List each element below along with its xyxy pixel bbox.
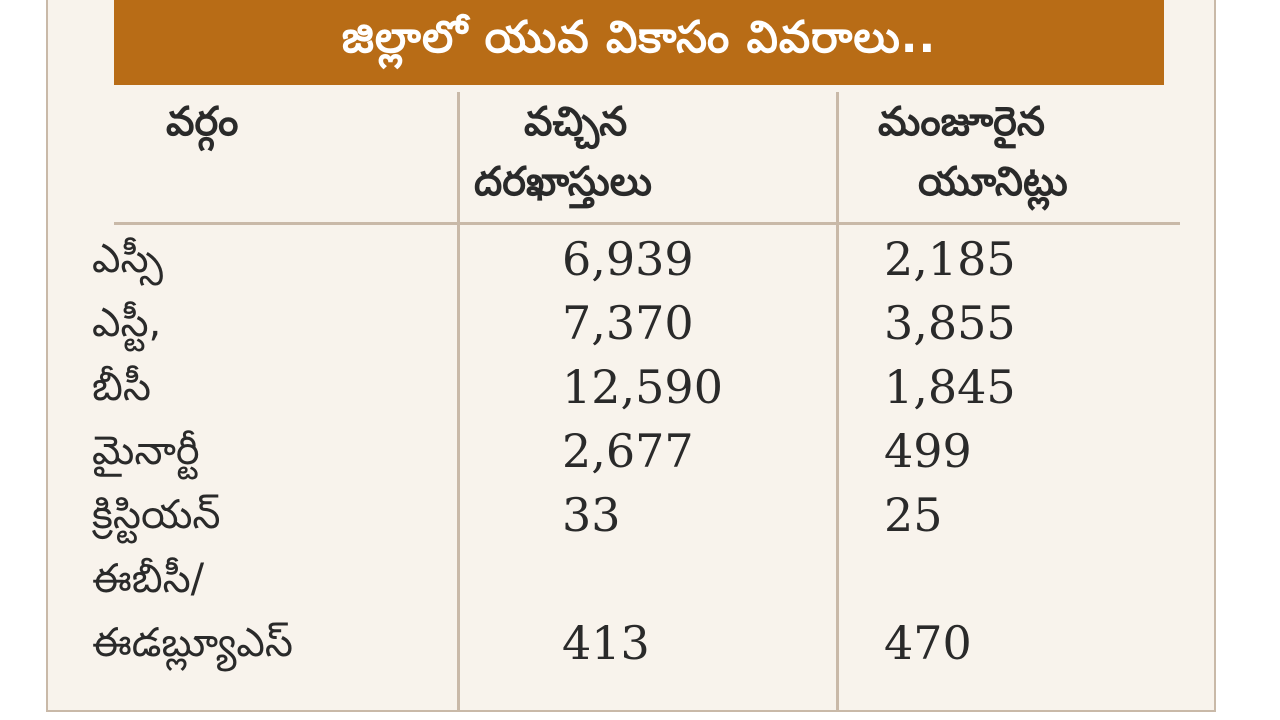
column-divider-2 (836, 92, 839, 712)
row-sanctioned: 25 (884, 488, 943, 542)
row-label: ఈబీసీ/ (92, 556, 205, 602)
header-category: వర్గం (166, 99, 239, 145)
row-applications: 413 (562, 616, 650, 670)
table-title: జిల్లాలో యువ వికాసం వివరాలు.. (114, 0, 1164, 85)
column-divider-1 (457, 92, 460, 712)
row-label: ఎస్టీ, (92, 300, 162, 346)
header-sanctioned-line1: మంజూరైన (878, 99, 1045, 145)
row-label: బీసీ (92, 364, 151, 410)
row-label: ఈడబ్ల్యూఎస్ (92, 620, 293, 666)
row-applications: 33 (562, 488, 621, 542)
row-sanctioned: 499 (884, 424, 972, 478)
row-applications: 6,939 (562, 232, 694, 286)
table-panel (46, 0, 1216, 712)
row-sanctioned: 470 (884, 616, 972, 670)
row-applications: 2,677 (562, 424, 694, 478)
row-label: ఎస్సీ (92, 236, 163, 282)
row-label: మైనార్టీ (92, 428, 200, 474)
row-applications: 12,590 (562, 360, 723, 414)
row-sanctioned: 1,845 (884, 360, 1016, 414)
header-applications-line2: దరఖాస్తులు (474, 159, 652, 205)
header-applications-line1: వచ్చిన (524, 99, 628, 145)
row-label: క్రిస్టియన్ (92, 492, 221, 538)
header-sanctioned-line2: యూనిట్లు (918, 159, 1068, 205)
row-applications: 7,370 (562, 296, 694, 350)
row-sanctioned: 3,855 (884, 296, 1016, 350)
row-sanctioned: 2,185 (884, 232, 1016, 286)
header-divider (114, 222, 1180, 225)
